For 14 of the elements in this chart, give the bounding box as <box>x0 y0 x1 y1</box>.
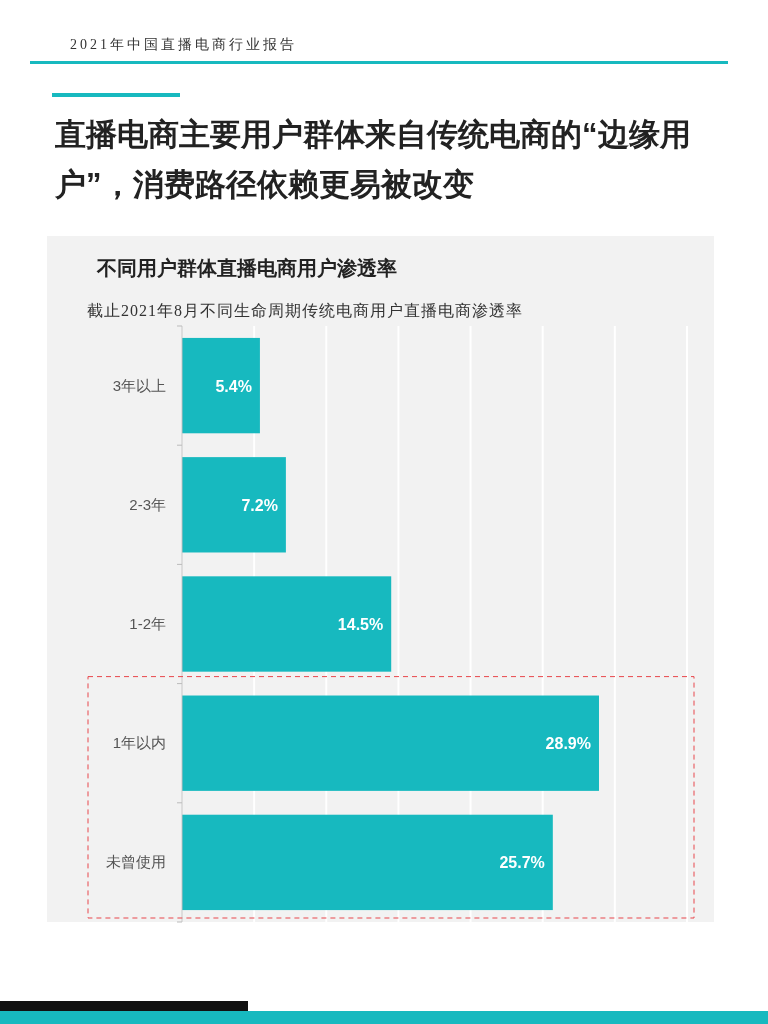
y-tick-label: 1年以内 <box>112 734 166 752</box>
chart-subtitle: 截止2021年8月不同生命周期传统电商用户直播电商渗透率 <box>87 302 523 319</box>
data-label: 5.4% <box>215 377 252 395</box>
chart-title: 不同用户群体直播电商用户渗透率 <box>96 257 397 279</box>
y-tick-label: 未曾使用 <box>106 853 166 871</box>
data-label: 28.9% <box>545 735 591 753</box>
text: 2021年中国直播电商行业报告 <box>70 37 297 52</box>
y-tick-label: 2-3年 <box>129 495 166 513</box>
y-tick-label: 1-2年 <box>129 615 166 632</box>
data-label: 7.2% <box>241 496 278 514</box>
text: 直播电商主要用户群体来自传统电商的“边缘用户”，消费路径依赖更易被改变 <box>55 116 692 204</box>
data-label: 25.7% <box>499 854 545 872</box>
data-label: 14.5% <box>337 616 384 633</box>
y-tick-label: 3年以上 <box>112 376 166 394</box>
